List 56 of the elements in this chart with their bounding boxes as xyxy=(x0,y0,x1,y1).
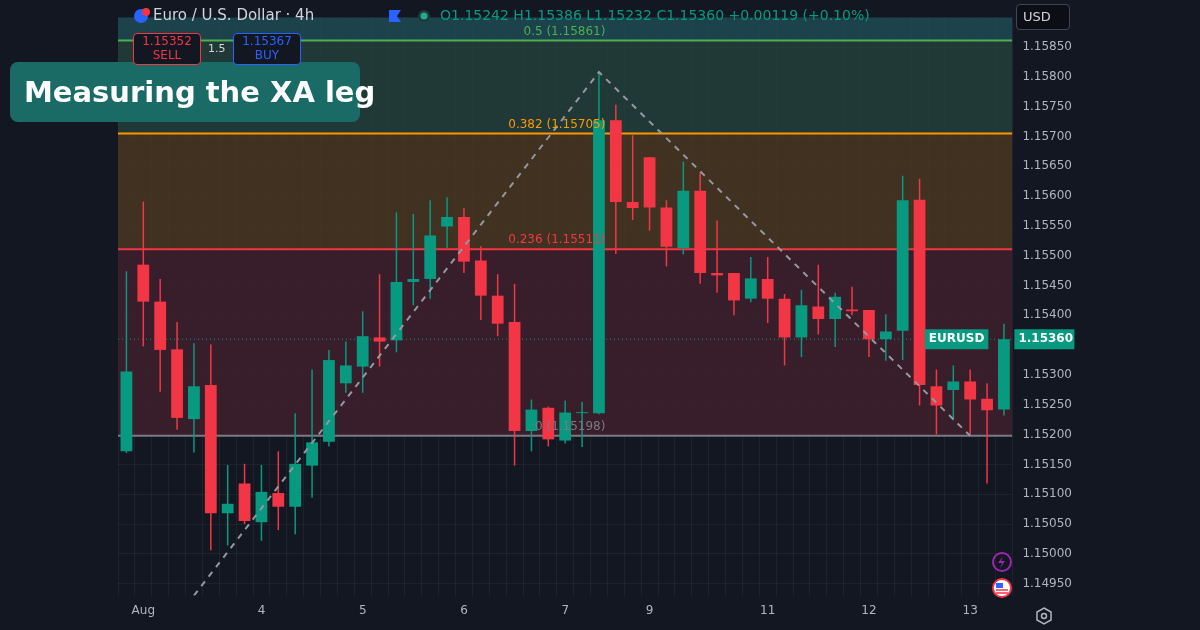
candlestick xyxy=(812,263,825,336)
candlestick xyxy=(829,291,842,348)
y-tick-label: 1.15400 xyxy=(1022,307,1072,322)
x-tick-label: 6 xyxy=(460,602,468,617)
y-tick-label: 1.15550 xyxy=(1022,218,1072,233)
x-tick-label: 13 xyxy=(962,602,978,617)
text: USD xyxy=(1016,4,1070,30)
x-tick-label: Aug xyxy=(131,602,156,617)
y-tick-label: 1.14950 xyxy=(1022,575,1072,590)
y-tick-label: 1.15750 xyxy=(1022,98,1072,113)
candlestick xyxy=(441,196,453,249)
ref-line-label: 0.5 (1.15861) xyxy=(523,23,606,38)
text: Measuring the XA leg xyxy=(23,74,376,111)
y-tick-label: 1.15250 xyxy=(1022,396,1072,411)
x-tick-label: 5 xyxy=(358,602,367,617)
y-tick-label: 1.15150 xyxy=(1022,456,1072,471)
candlestick xyxy=(947,364,960,422)
x-tick-label: 12 xyxy=(861,602,877,617)
candlestick xyxy=(407,213,420,306)
ref-line-label: 0.382 (1.15705) xyxy=(508,116,606,131)
y-tick-label: 1.15000 xyxy=(1022,545,1072,560)
candlestick xyxy=(981,382,993,485)
candlestick xyxy=(221,464,234,547)
annotation: 1.15367 xyxy=(241,34,293,48)
x-tick-label: 9 xyxy=(645,602,654,617)
x-tick-label: 4 xyxy=(257,602,266,617)
y-tick-label: 1.15850 xyxy=(1022,39,1072,54)
chart-subtitle: Euro / U.S. Dollar · 4h xyxy=(153,6,315,24)
candlestick xyxy=(761,256,774,324)
candlestick xyxy=(744,256,757,303)
y-tick-label: 1.15050 xyxy=(1022,516,1072,531)
candlestick xyxy=(306,368,318,499)
y-tick-label: 1.15600 xyxy=(1022,188,1072,203)
candlestick xyxy=(373,273,386,368)
y-tick-label: 1.15800 xyxy=(1022,68,1072,83)
candlestick xyxy=(846,285,858,317)
y-tick-label: 1.15650 xyxy=(1022,158,1072,173)
y-tick-label: 1.15500 xyxy=(1022,247,1072,262)
x-tick-label: 7 xyxy=(561,602,570,617)
annotation: 1.15352 xyxy=(141,34,193,48)
annotation: BUY xyxy=(253,48,281,62)
annotation: 1.5 xyxy=(208,42,226,55)
y-tick-label: 1.15200 xyxy=(1022,426,1072,441)
candlestick xyxy=(339,340,352,394)
ref-line-label: EURUSD xyxy=(928,331,985,346)
y-tick-label: 1.15450 xyxy=(1022,277,1072,292)
candlestick xyxy=(272,450,285,531)
y-tick-label: 1.15700 xyxy=(1022,128,1072,143)
candlestick xyxy=(626,134,639,221)
annotation: O1.15242 H1.15386 L1.15232 C1.15360 +0.00119 (+0.10%) xyxy=(440,7,870,23)
y-tick-label: 1.15100 xyxy=(1022,486,1072,501)
y-tick-label: 1.15300 xyxy=(1022,367,1072,382)
annotation: SELL xyxy=(151,48,183,62)
candlestick xyxy=(964,368,977,436)
x-tick-label: 11 xyxy=(760,602,776,617)
text: 1.15360 xyxy=(1018,331,1074,346)
